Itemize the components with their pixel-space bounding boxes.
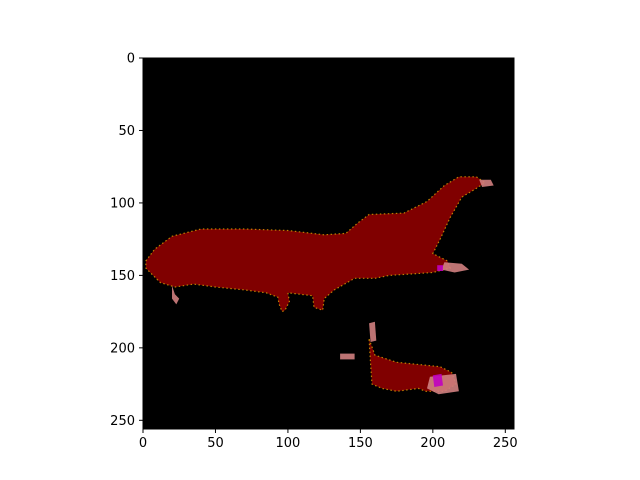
boundary-mark-3 [479,179,494,187]
boundary-mark-7 [432,373,443,387]
x-tick-label: 250 [493,436,518,451]
axes-frame [142,57,515,430]
boundary-mark-8 [437,265,443,271]
y-tick-label: 50 [118,124,135,139]
x-tick-label: 100 [276,436,301,451]
y-tick-label: 200 [110,341,135,356]
y-tick-label: 0 [127,52,135,67]
boundary-mark-5 [340,353,355,360]
y-tick-label: 250 [110,414,135,429]
plot-area [143,58,514,429]
y-tick-label: 100 [110,196,135,211]
y-tick-label: 150 [110,269,135,284]
axes: 0 50 100 150 200 250 0 50 100 150 200 250 [110,52,518,452]
boundary-mark-1 [172,285,180,305]
x-tick-label: 200 [420,436,445,451]
x-tick-label: 50 [207,436,224,451]
x-tick-label: 0 [139,436,147,451]
segment-region-1 [145,176,487,313]
x-tick-label: 150 [348,436,373,451]
boundary-mark-2 [441,262,470,273]
boundary-mark-4 [369,321,377,342]
